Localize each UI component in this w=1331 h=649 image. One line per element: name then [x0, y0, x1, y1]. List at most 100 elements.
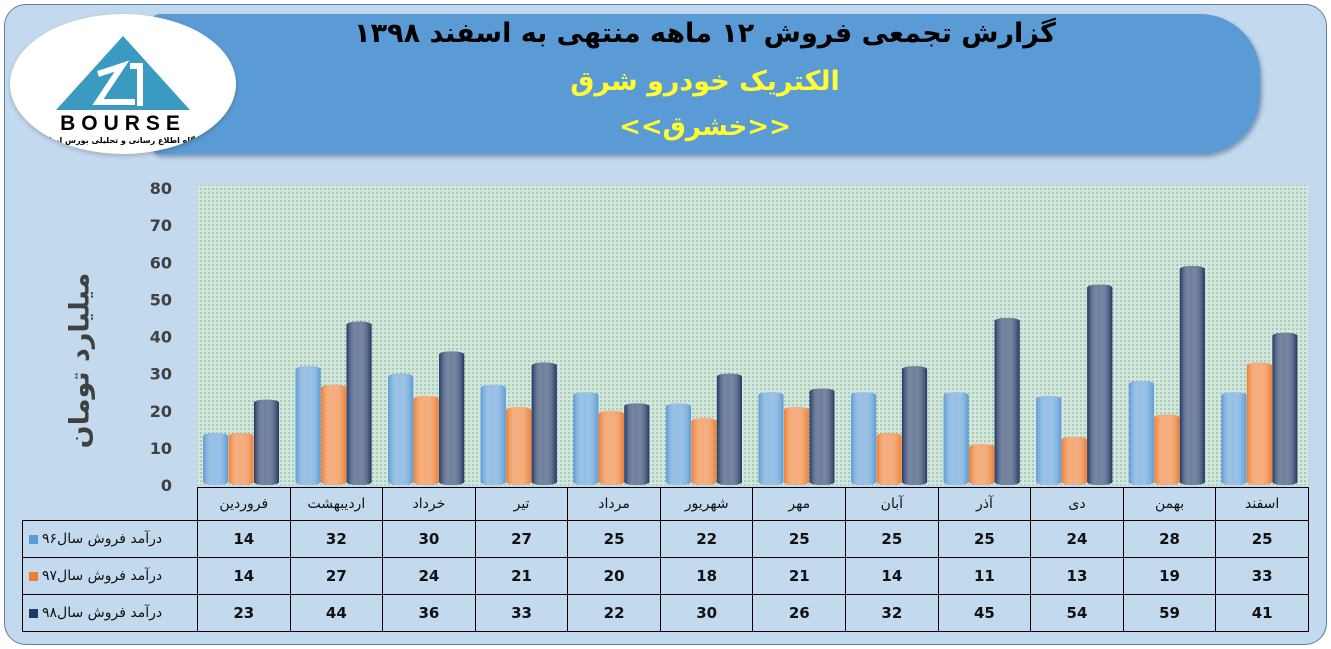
- data-label: 14: [845, 557, 939, 595]
- table-row: درآمد فروش سال۹۷ 14 27 24 21 20 18 21 14 11 13 19 33: [22, 557, 1309, 595]
- bar-shade: [665, 403, 691, 485]
- data-label: 28: [1122, 520, 1217, 558]
- data-label: 59: [1122, 594, 1217, 632]
- legend-swatch: [29, 534, 38, 544]
- data-label: 32: [289, 520, 384, 558]
- data-table: فروردین اردیبهشت خرداد تیر مرداد شهریور مهر آبا…: [22, 487, 1309, 632]
- data-label: 14: [197, 557, 291, 595]
- data-label: 24: [1030, 520, 1124, 558]
- bar-shade: [1036, 395, 1062, 485]
- data-label: 18: [659, 557, 754, 595]
- bar-shade: [228, 433, 254, 485]
- data-label: 25: [752, 520, 847, 558]
- bar-shade: [439, 351, 465, 485]
- y-tick-label: 10: [150, 439, 172, 458]
- bar-shade: [994, 317, 1020, 485]
- bar-shade: [851, 392, 877, 485]
- x-tick-label: دی: [1030, 487, 1124, 521]
- table-corner: [23, 488, 198, 521]
- bar-shade: [1179, 265, 1205, 485]
- x-tick-label: آذر: [937, 487, 1032, 521]
- bar-shade: [758, 392, 784, 485]
- data-label: 36: [382, 594, 476, 632]
- data-label: 22: [659, 520, 754, 558]
- legend-swatch: [29, 571, 38, 581]
- logo-subtitle: پایگاه اطلاع رسانی و تحلیلی بورس ایران: [41, 136, 205, 145]
- bar-shade: [598, 410, 624, 485]
- x-tick-label: اردیبهشت: [289, 487, 384, 521]
- data-label: 24: [382, 557, 476, 595]
- data-label: 21: [474, 557, 569, 595]
- y-tick-label: 60: [150, 253, 172, 272]
- x-tick-label: آبان: [845, 487, 939, 521]
- data-label: 45: [937, 594, 1032, 632]
- logo-triangle-icon: [56, 36, 190, 110]
- logo-text: BOURSE: [60, 112, 186, 135]
- bar-shade: [943, 392, 969, 485]
- bar-shade: [784, 407, 809, 485]
- x-tick-label: مهر: [752, 487, 847, 521]
- bar-shade: [203, 433, 228, 485]
- data-label: 27: [474, 520, 569, 558]
- data-label: 25: [937, 520, 1032, 558]
- y-tick-label: 0: [161, 476, 172, 495]
- report-title: گزارش تجمعی فروش ۱۲ ماهه منتهی به اسفند …: [354, 18, 1056, 49]
- data-label: 25: [1215, 520, 1309, 558]
- x-tick-label: شهریور: [659, 487, 754, 521]
- bar-shade: [876, 433, 902, 485]
- data-label: 30: [382, 520, 476, 558]
- y-tick-label: 40: [150, 328, 172, 347]
- bar-shade: [506, 407, 532, 485]
- data-label: 11: [937, 557, 1032, 595]
- bar-shade: [346, 321, 372, 485]
- bar-shade: [809, 388, 835, 485]
- x-tick-label: اسفند: [1215, 487, 1309, 521]
- bar-shade: [1221, 392, 1247, 485]
- data-label: 22: [567, 594, 661, 632]
- bar-shade: [1154, 414, 1180, 485]
- bar-shade: [480, 384, 506, 485]
- data-label: 21: [752, 557, 847, 595]
- data-label: 30: [659, 594, 754, 632]
- bar-shade: [1246, 362, 1272, 485]
- data-label: 14: [197, 520, 291, 558]
- data-label: 54: [1030, 594, 1124, 632]
- bar-shade: [1087, 284, 1113, 485]
- bar-shade: [969, 444, 995, 485]
- y-tick-label: 50: [150, 290, 172, 309]
- data-label: 25: [567, 520, 661, 558]
- data-label: 13: [1030, 557, 1124, 595]
- data-label: 44: [289, 594, 384, 632]
- bar-shade: [1061, 436, 1087, 485]
- ticker-symbol: <<خشرق>>: [619, 112, 791, 142]
- data-label: 33: [474, 594, 569, 632]
- bar-shade: [388, 373, 414, 485]
- y-axis-label: میلیارد تومان: [64, 272, 96, 449]
- bar-shade: [624, 403, 650, 485]
- data-label: 33: [1215, 557, 1309, 595]
- x-tick-label: بهمن: [1122, 487, 1217, 521]
- data-label: 19: [1122, 557, 1217, 595]
- data-label: 32: [845, 594, 939, 632]
- y-tick-label: 70: [150, 216, 172, 235]
- series-name: درآمد فروش سال۹۶: [42, 531, 163, 547]
- bar-shade: [254, 399, 279, 485]
- plot-area: [197, 185, 1308, 485]
- bar-shade: [902, 366, 928, 485]
- legend-entry: درآمد فروش سال۹۸: [22, 594, 198, 632]
- table-row: درآمد فروش سال۹۸ 23 44 36 33 22 30 26 32 45 54 59 41: [22, 594, 1309, 632]
- data-label: 27: [289, 557, 384, 595]
- legend-swatch: [29, 608, 38, 618]
- data-label: 20: [567, 557, 661, 595]
- bar-shade: [691, 418, 717, 485]
- data-label: 25: [845, 520, 939, 558]
- data-label: 41: [1215, 594, 1309, 632]
- x-tick-label: مرداد: [567, 487, 661, 521]
- data-label: 26: [752, 594, 847, 632]
- title-banner: [150, 14, 1260, 154]
- x-tick-label: تیر: [474, 487, 569, 521]
- legend-entry: درآمد فروش سال۹۷: [22, 557, 198, 595]
- data-label: 23: [197, 594, 291, 632]
- bar-shade: [295, 366, 321, 485]
